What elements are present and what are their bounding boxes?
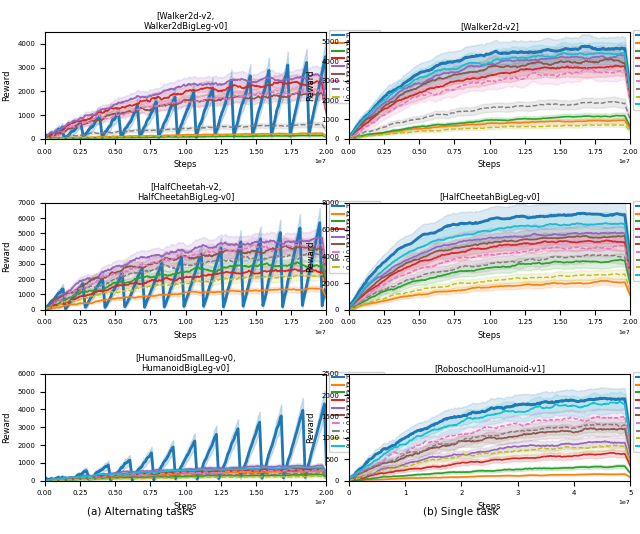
Legend: PC, β = 1, β = 5, β = 10, β = 20, β = 50, clip=0.2, clip=0.1, clip=0.03, adaptiv: PC, β = 1, β = 5, β = 10, β = 20, β = 50… <box>633 201 640 281</box>
Y-axis label: Reward: Reward <box>307 241 316 272</box>
X-axis label: Steps: Steps <box>174 502 197 511</box>
Legend: PC, β = 1, β = 5, β = 10, β = 20, β = 50, clip=0.2, clip=0.1, clip=0.03: PC, β = 1, β = 5, β = 10, β = 20, β = 50… <box>329 30 380 103</box>
Title: [HalfCheetah-v2,
HalfCheetahBigLeg-v0]: [HalfCheetah-v2, HalfCheetahBigLeg-v0] <box>137 183 234 202</box>
X-axis label: Steps: Steps <box>174 331 197 340</box>
Y-axis label: Reward: Reward <box>3 70 12 101</box>
Title: [Walker2d-v2]: [Walker2d-v2] <box>460 22 519 32</box>
Legend: PC, β = 1, β = 5, β = 10, β = 20, β = 50, clip=0.2, clip=0.1, clip=0.03: PC, β = 1, β = 5, β = 10, β = 20, β = 50… <box>329 201 380 273</box>
Text: (a) Alternating tasks: (a) Alternating tasks <box>88 507 194 517</box>
Legend: PC, β = 1, β = 5, β = 10, β = 20, β = 50, clip=0.2, clip=0.1, clip=0.03, adaptiv: PC, β = 1, β = 5, β = 10, β = 20, β = 50… <box>329 372 384 452</box>
X-axis label: Steps: Steps <box>478 502 501 511</box>
Text: (b) Single task: (b) Single task <box>423 507 499 517</box>
Title: [RoboschoolHumanoid-v1]: [RoboschoolHumanoid-v1] <box>434 364 545 373</box>
Y-axis label: Reward: Reward <box>307 70 316 101</box>
Y-axis label: Reward: Reward <box>3 241 12 272</box>
Y-axis label: Reward: Reward <box>307 412 316 443</box>
Title: [Walker2d-v2,
Walker2dBigLeg-v0]: [Walker2d-v2, Walker2dBigLeg-v0] <box>143 12 228 32</box>
Y-axis label: Reward: Reward <box>3 412 12 443</box>
Title: [HalfCheetahBigLeg-v0]: [HalfCheetahBigLeg-v0] <box>439 193 540 202</box>
Legend: PC, β = 1, β = 5, β = 10, β = 20, β = 50, clip=0.2, clip=0.1, clip=0.03, adaptiv: PC, β = 1, β = 5, β = 10, β = 20, β = 50… <box>633 372 640 452</box>
X-axis label: Steps: Steps <box>478 331 501 340</box>
Legend: PC, β = 1, β = 5, β = 10, β = 20, β = 50, clip=0.2, clip=0.1, clip=0.03, adaptiv: PC, β = 1, β = 5, β = 10, β = 20, β = 50… <box>633 30 640 110</box>
Title: [HumanoidSmallLeg-v0,
HumanoidBigLeg-v0]: [HumanoidSmallLeg-v0, HumanoidBigLeg-v0] <box>135 354 236 373</box>
X-axis label: Steps: Steps <box>174 160 197 169</box>
X-axis label: Steps: Steps <box>478 160 501 169</box>
